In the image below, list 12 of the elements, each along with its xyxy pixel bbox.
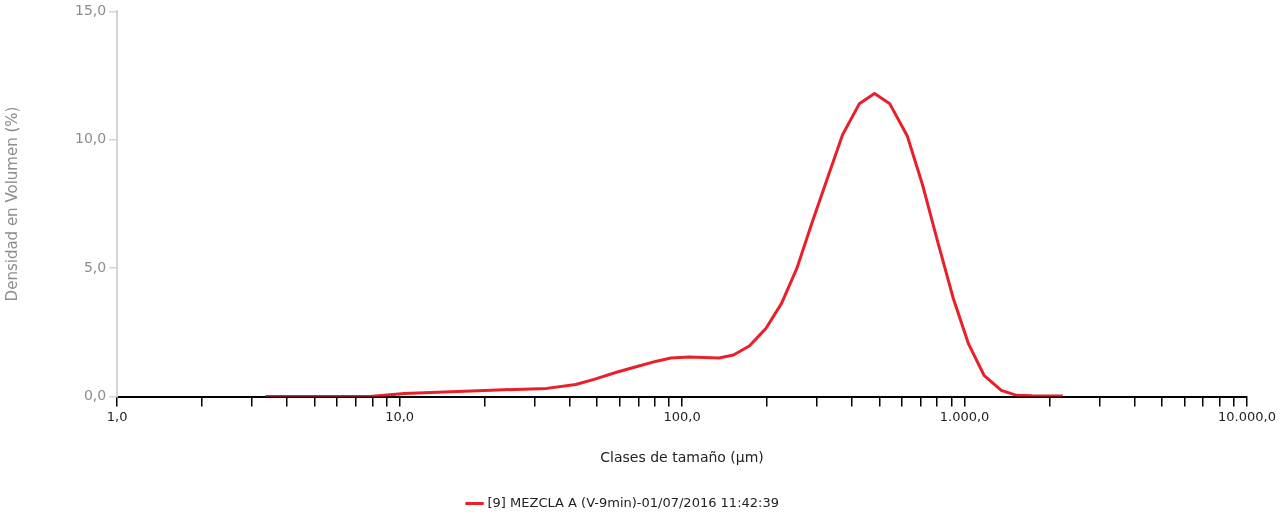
x-tick-label: 100,0: [663, 408, 701, 424]
x-axis-title: Clases de tamaño (µm): [600, 449, 764, 466]
y-tick-label: 5,0: [83, 258, 107, 275]
legend-label: [9] MEZCLA A (V-9min)-01/07/2016 11:42:39: [487, 494, 779, 510]
x-tick-label: 1.000,0: [939, 408, 990, 424]
y-axis-title: Densidad en Volumen (%): [2, 106, 21, 302]
x-tick-label: 10.000,0: [1218, 408, 1276, 424]
y-tick-label: 15,0: [75, 2, 107, 19]
y-tick-label: 0,0: [83, 387, 107, 404]
y-tick-label: 10,0: [75, 130, 107, 147]
x-tick-label: 10,0: [385, 408, 415, 424]
x-tick-label: 1,0: [106, 408, 128, 424]
